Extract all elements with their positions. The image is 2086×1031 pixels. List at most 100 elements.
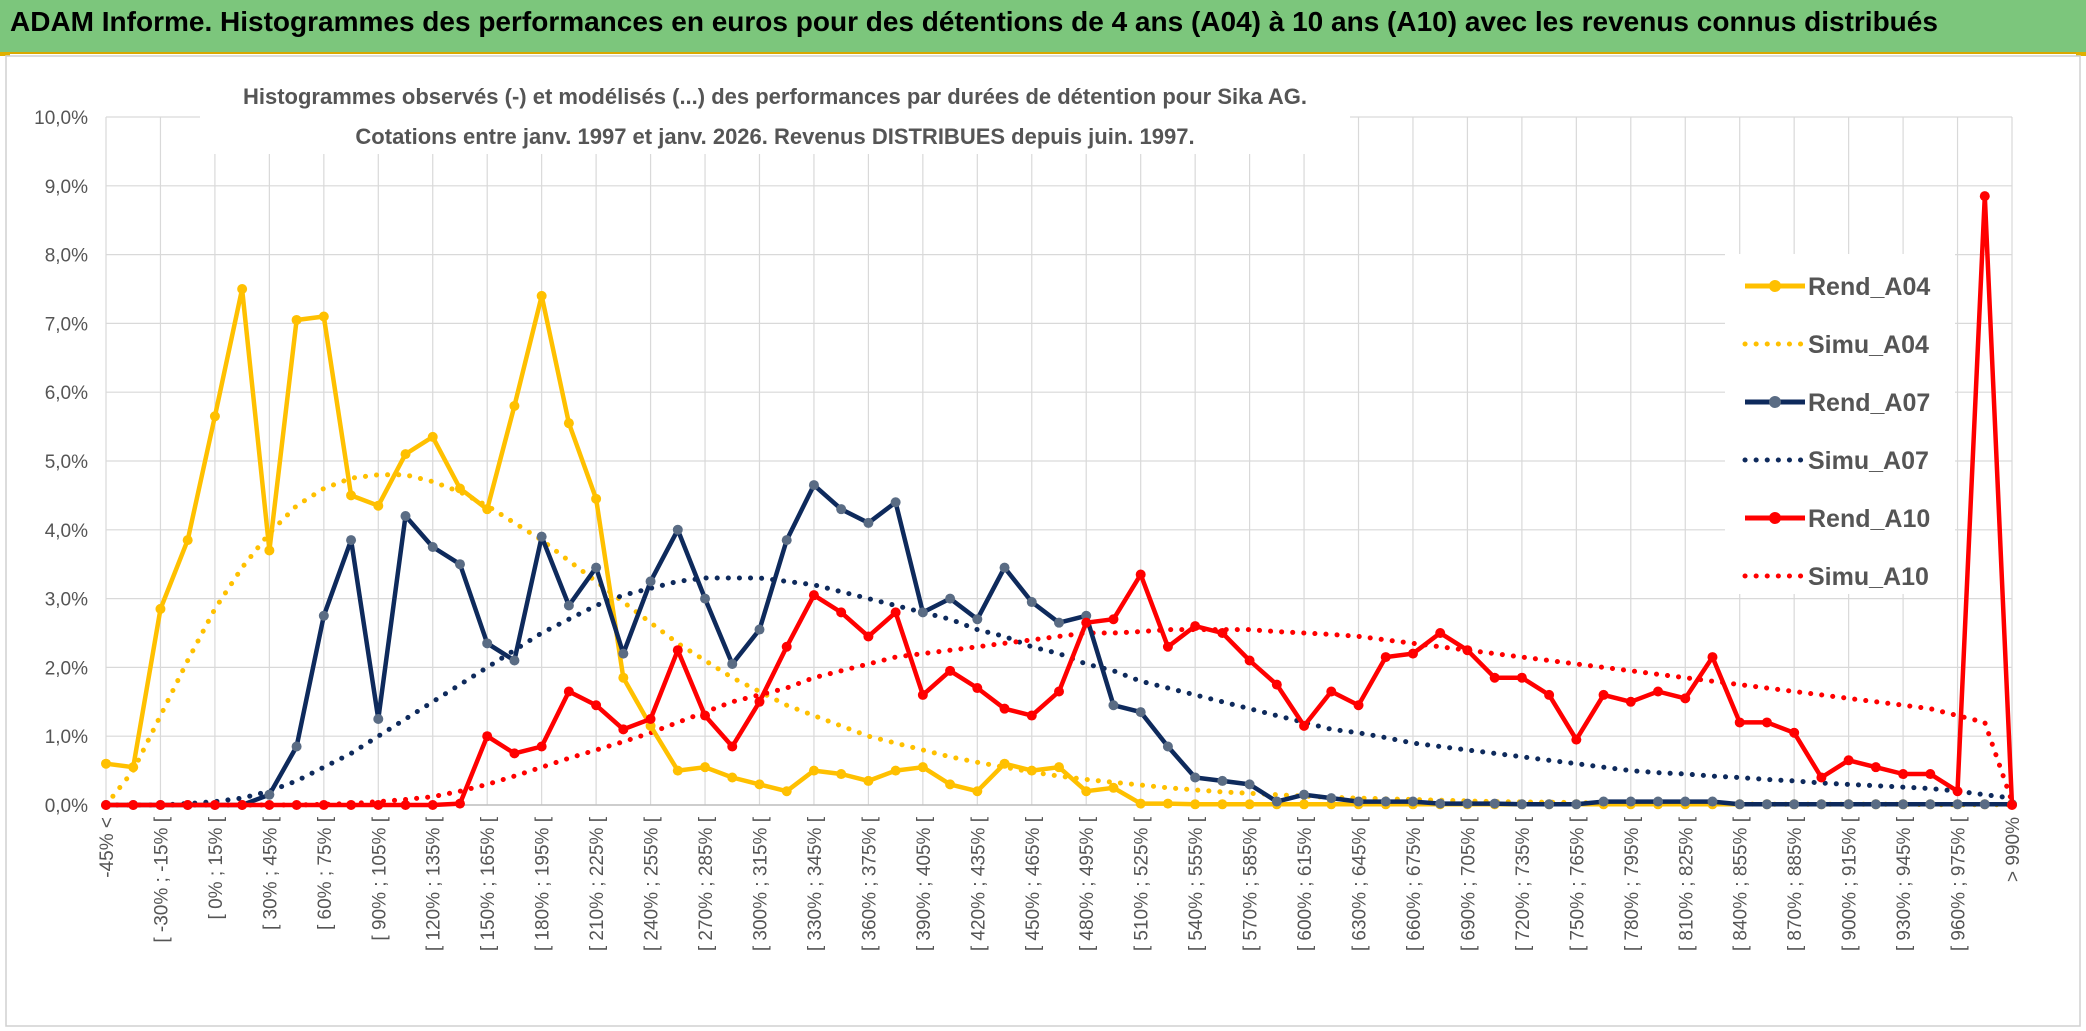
y-tick-label: 4,0% — [45, 521, 88, 542]
data-point-rend-a10 — [1081, 617, 1092, 628]
data-point-rend-a10 — [400, 800, 411, 810]
data-point-rend-a10 — [1653, 686, 1664, 697]
data-point-rend-a10 — [591, 700, 602, 711]
data-point-rend-a10 — [999, 703, 1010, 714]
data-point-rend-a04 — [373, 500, 384, 511]
data-point-rend-a07 — [999, 562, 1010, 573]
data-point-rend-a10 — [700, 710, 711, 721]
data-point-rend-a07 — [917, 607, 928, 618]
data-point-rend-a10 — [945, 665, 956, 676]
data-point-rend-a10 — [1054, 686, 1064, 697]
data-point-rend-a10 — [1843, 755, 1854, 766]
data-point-rend-a07 — [427, 542, 438, 552]
data-point-rend-a10 — [1244, 655, 1255, 666]
x-tick-label: [ 90% ; 105% [ — [369, 816, 390, 940]
data-point-rend-a07 — [1544, 799, 1555, 810]
data-point-rend-a10 — [781, 641, 792, 652]
data-point-rend-a04 — [1081, 786, 1092, 797]
data-point-rend-a07 — [1516, 799, 1527, 810]
y-tick-label: 8,0% — [45, 246, 88, 267]
data-point-rend-a07 — [536, 531, 547, 542]
data-point-rend-a07 — [945, 593, 956, 604]
data-point-rend-a10 — [1870, 762, 1881, 773]
y-tick-label: 9,0% — [45, 177, 88, 198]
data-point-rend-a07 — [1625, 796, 1636, 807]
data-point-rend-a07 — [1680, 796, 1691, 807]
legend-label-rend-a07: Rend_A07 — [1808, 389, 1930, 417]
data-point-rend-a10 — [264, 800, 275, 810]
chart-title-group: Histogrammes observés (-) et modélisés (… — [200, 76, 1350, 154]
data-point-rend-a10 — [1026, 710, 1037, 721]
x-tick-label: [ 420% ; 435% [ — [968, 816, 989, 951]
data-point-rend-a10 — [346, 800, 357, 810]
data-point-rend-a07 — [1489, 798, 1500, 809]
data-point-rend-a10 — [1898, 769, 1909, 780]
x-tick-label: [ 810% ; 825% [ — [1676, 816, 1697, 951]
data-point-rend-a04 — [1135, 798, 1146, 809]
banner-title: ADAM Informe. Histogrammes des performan… — [10, 6, 1938, 37]
x-tick-label: -45% < — [97, 817, 118, 878]
data-point-rend-a04 — [754, 779, 765, 790]
data-point-rend-a07 — [264, 789, 275, 800]
x-tick-label: [ 480% ; 495% [ — [1077, 816, 1098, 951]
data-point-rend-a10 — [1380, 652, 1391, 663]
data-point-rend-a07 — [1653, 796, 1664, 807]
chart-title-line2: Cotations entre janv. 1997 et janv. 2026… — [355, 124, 1194, 149]
data-point-rend-a07 — [563, 600, 574, 611]
data-point-rend-a04 — [999, 758, 1010, 769]
data-point-rend-a04 — [128, 762, 139, 773]
data-point-rend-a07 — [1353, 796, 1364, 807]
x-tick-label: [ 510% ; 525% [ — [1132, 816, 1153, 951]
data-point-rend-a04 — [890, 765, 901, 776]
data-point-rend-a10 — [101, 800, 111, 810]
data-point-rend-a10 — [1761, 717, 1772, 728]
y-tick-label: 0,0% — [45, 796, 88, 817]
data-point-rend-a10 — [291, 800, 302, 810]
data-point-rend-a04 — [237, 284, 248, 294]
data-point-rend-a07 — [1380, 796, 1391, 807]
data-point-rend-a04 — [917, 762, 928, 773]
histogram-chart: 0,0% 1,0% 2,0% 3,0% 4,0% 5,0% 6,0% 7,0% 8,0% 9,0%… — [5, 55, 2081, 1027]
y-tick-label: 2,0% — [45, 658, 88, 679]
page-banner: ADAM Informe. Histogrammes des performan… — [0, 0, 2086, 54]
data-point-rend-a04 — [781, 786, 792, 797]
data-point-rend-a07 — [1789, 799, 1800, 810]
y-tick-label: 10,0% — [34, 108, 88, 129]
data-point-rend-a07 — [645, 576, 656, 587]
legend-label-rend-a10: Rend_A10 — [1808, 505, 1930, 533]
data-point-rend-a07 — [1271, 796, 1282, 807]
data-point-rend-a07 — [373, 714, 384, 724]
data-point-rend-a07 — [1925, 799, 1936, 810]
x-tick-label: [ 150% ; 165% [ — [478, 816, 499, 951]
data-point-rend-a04 — [209, 411, 220, 422]
data-point-rend-a10 — [1816, 772, 1827, 783]
data-point-rend-a04 — [945, 779, 956, 790]
data-point-rend-a10 — [1326, 686, 1337, 697]
data-point-rend-a04 — [182, 535, 193, 546]
x-tick-label: [ 750% ; 765% [ — [1567, 816, 1588, 951]
data-point-rend-a07 — [318, 610, 329, 621]
data-point-rend-a10 — [1190, 621, 1201, 632]
data-point-rend-a10 — [863, 631, 874, 642]
data-point-rend-a10 — [917, 689, 928, 700]
data-point-rend-a04 — [672, 765, 683, 776]
data-point-rend-a07 — [808, 480, 819, 491]
data-point-rend-a10 — [727, 741, 738, 752]
data-point-rend-a10 — [482, 731, 493, 742]
legend-marker-rend-a07 — [1769, 396, 1781, 408]
data-point-rend-a10 — [836, 607, 847, 618]
data-point-rend-a07 — [754, 624, 765, 635]
data-point-rend-a07 — [454, 559, 465, 570]
data-point-rend-a07 — [1299, 789, 1310, 800]
data-point-rend-a07 — [1598, 796, 1609, 807]
data-point-rend-a04 — [291, 314, 302, 325]
x-tick-label: [ 540% ; 555% [ — [1186, 816, 1207, 951]
data-point-rend-a07 — [509, 655, 520, 666]
legend-label-simu-a04: Simu_A04 — [1808, 331, 1929, 359]
data-point-rend-a10 — [1925, 769, 1936, 780]
data-point-rend-a10 — [563, 686, 574, 697]
data-point-rend-a10 — [2007, 800, 2017, 810]
data-point-rend-a07 — [1571, 799, 1582, 810]
x-tick-label: [ 360% ; 375% [ — [859, 816, 880, 951]
data-point-rend-a04 — [1190, 799, 1201, 810]
